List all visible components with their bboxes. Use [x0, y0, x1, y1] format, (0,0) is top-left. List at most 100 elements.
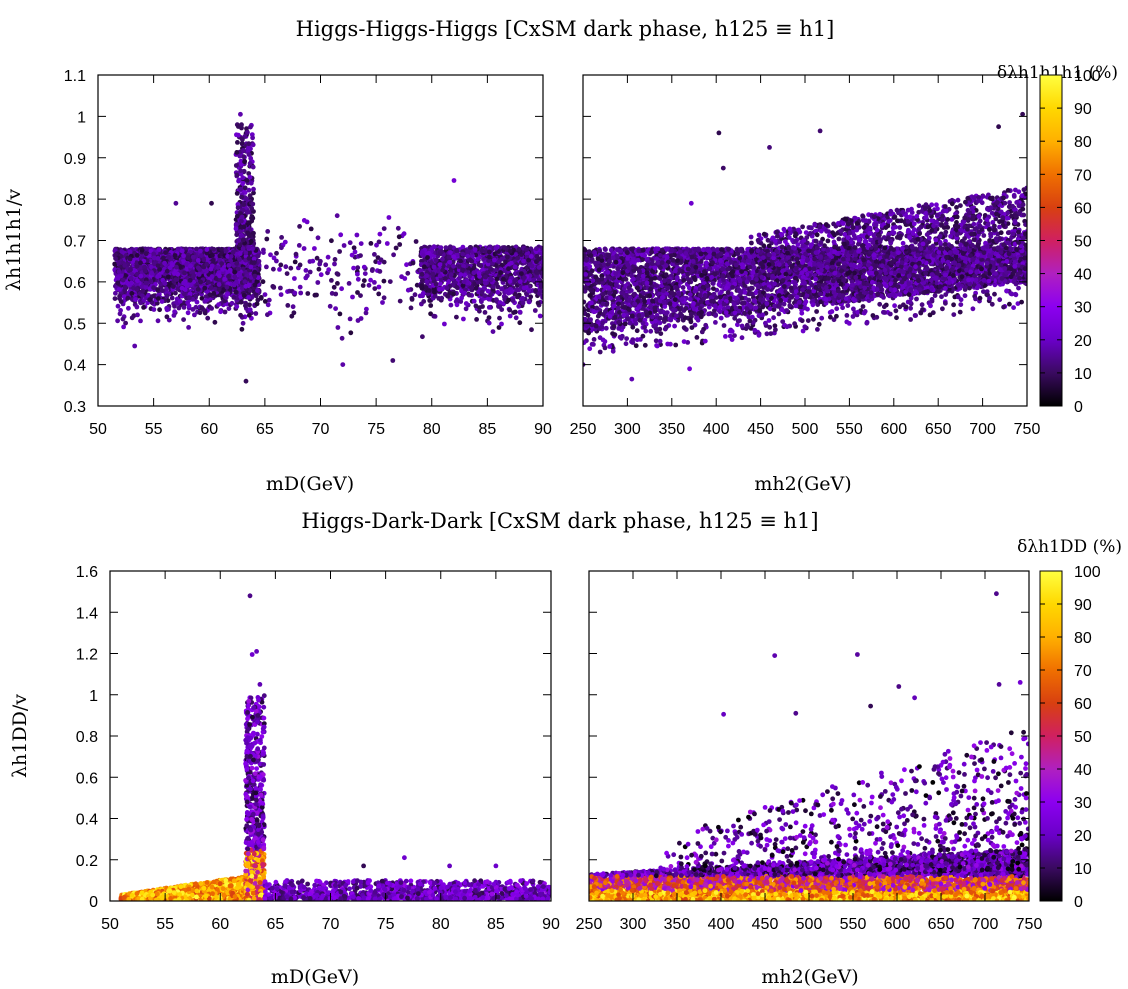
scatter-point: [507, 313, 513, 319]
scatter-point: [471, 270, 477, 276]
scatter-point: [233, 222, 239, 228]
scatter-point: [440, 267, 446, 273]
scatter-point: [355, 276, 361, 282]
scatter-point: [238, 299, 244, 305]
scatter-point: [358, 253, 363, 258]
x-tick-label: 75: [367, 421, 385, 438]
scatter-point: [497, 315, 502, 321]
x-axis-label-tl: mD(GeV): [266, 473, 354, 495]
scatter-point: [505, 254, 510, 260]
scatter-point: [277, 267, 282, 272]
scatter-point: [439, 286, 445, 292]
scatter-point: [233, 289, 239, 295]
scatter-point: [477, 274, 482, 279]
scatter-point: [211, 291, 217, 296]
scatter-point: [239, 218, 244, 224]
scatter-point: [224, 284, 230, 290]
scatter-point: [190, 269, 196, 275]
scatter-point: [248, 124, 253, 130]
scatter-point: [164, 314, 170, 320]
scatter-point: [507, 278, 513, 284]
scatter-point: [472, 247, 478, 253]
y-tick-label: 0.6: [64, 275, 86, 292]
scatter-point: [236, 132, 241, 138]
scatter-point: [410, 260, 416, 266]
scatter-point: [248, 238, 254, 244]
scatter-point: [166, 254, 172, 260]
scatter-point: [239, 141, 245, 146]
scatter-point: [474, 317, 479, 322]
scatter-point: [528, 294, 534, 300]
scatter-point: [173, 290, 178, 296]
scatter-point: [507, 307, 513, 313]
scatter-point: [134, 271, 140, 277]
scatter-point: [208, 266, 214, 272]
scatter-point: [533, 269, 539, 275]
scatter-point: [515, 255, 520, 261]
scatter-point: [258, 295, 264, 300]
x-axis-label-br: mh2(GeV): [761, 966, 858, 988]
scatter-point: [360, 283, 366, 288]
scatter-point: [351, 245, 357, 251]
scatter-point: [429, 253, 434, 258]
scatter-point: [538, 281, 543, 287]
scatter-point: [243, 302, 249, 307]
scatter-point: [250, 246, 255, 252]
scatter-point: [245, 230, 251, 236]
scatter-point: [517, 320, 523, 326]
scatter-point: [170, 284, 176, 289]
scatter-point: [140, 293, 145, 299]
scatter-point: [301, 218, 307, 223]
scatter-point: [201, 257, 207, 263]
scatter-point: [378, 257, 384, 263]
scatter-point: [135, 312, 140, 318]
scatter-point: [246, 244, 252, 250]
scatter-point: [473, 303, 479, 309]
scatter-point: [487, 249, 492, 255]
scatter-point: [149, 270, 155, 276]
scatter-point: [122, 288, 128, 293]
scatter-point: [432, 289, 437, 295]
scatter-point: [266, 297, 272, 303]
scatter-point: [492, 257, 497, 263]
scatter-point: [243, 283, 249, 289]
scatter-point: [488, 277, 494, 283]
scatter-point: [129, 280, 134, 286]
scatter-point: [231, 282, 237, 288]
scatter-point: [498, 270, 503, 275]
scatter-point: [138, 260, 143, 266]
scatter-point: [238, 171, 244, 177]
scatter-point: [338, 232, 344, 238]
scatter-point: [919, 302, 925, 308]
scatter-point: [250, 294, 255, 299]
scatter-point: [458, 258, 463, 264]
scatter-point: [499, 321, 504, 327]
y-tick-label: 0.3: [64, 399, 86, 416]
scatter-point: [155, 287, 161, 292]
scatter-point: [526, 288, 532, 293]
scatter-point: [174, 264, 179, 270]
scatter-point: [396, 234, 402, 240]
scatter-point: [333, 306, 338, 311]
scatter-point: [381, 295, 387, 301]
scatter-point: [193, 293, 199, 299]
scatter-point: [204, 268, 209, 274]
scatter-point: [192, 312, 197, 318]
scatter-point: [529, 263, 535, 269]
scatter-point: [238, 312, 244, 318]
scatter-point: [284, 271, 290, 276]
scatter-point: [138, 300, 144, 306]
scatter-point: [463, 306, 469, 312]
scatter-point: [166, 317, 172, 323]
scatter-point: [384, 241, 390, 246]
scatter-point: [196, 272, 202, 277]
scatter-point: [223, 248, 229, 254]
scatter-point: [116, 260, 122, 266]
scatter-point: [521, 258, 526, 264]
scatter-point: [479, 247, 485, 253]
scatter-point: [246, 152, 252, 158]
scatter-point: [301, 246, 307, 251]
scatter-point: [312, 246, 317, 251]
scatter-point: [140, 288, 146, 294]
scatter-point: [173, 277, 179, 282]
